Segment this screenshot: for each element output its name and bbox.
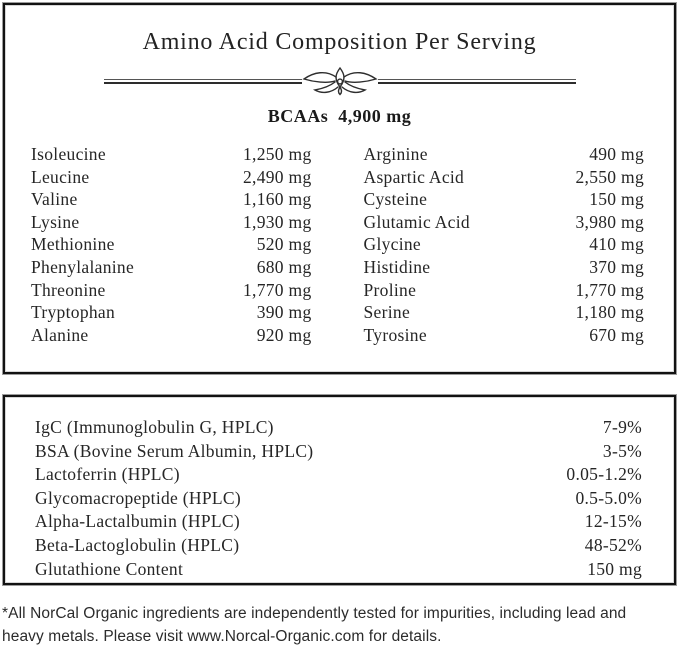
row-label: BSA (Bovine Serum Albumin, HPLC)	[35, 440, 314, 461]
row-label: Proline	[363, 279, 417, 300]
row-label: Serine	[363, 302, 411, 323]
row-label: Methionine	[31, 234, 115, 255]
row-label: Leucine	[31, 166, 90, 187]
table-row: Tryptophan 390 mg	[31, 301, 312, 324]
row-label: IgC (Immunoglobulin G, HPLC)	[35, 417, 274, 437]
row-value: 150 mg	[587, 558, 642, 579]
amino-table: Isoleucine 1,250 mg Leucine 2,490 mg Valine 1…	[31, 143, 644, 346]
table-row: Alpha-Lactalbumin (HPLC) 12-15%	[35, 510, 642, 534]
row-label: Tyrosine	[363, 324, 427, 345]
row-value: 2,550 mg	[575, 166, 644, 187]
row-value: 1,770 mg	[242, 279, 312, 300]
protein-fractions-panel: IgC (Immunoglobulin G, HPLC) 7-9% BSA (Bov…	[3, 395, 676, 585]
row-value: 1,770 mg	[575, 279, 644, 300]
table-row: Methionine 520 mg	[31, 233, 312, 256]
fractions-table: IgC (Immunoglobulin G, HPLC) 7-9% BSA (Bov…	[35, 416, 642, 581]
row-value: 390 mg	[256, 302, 312, 323]
row-value: 2,490 mg	[242, 166, 312, 187]
row-value: 1,250 mg	[242, 144, 312, 164]
row-label: Cysteine	[363, 189, 428, 210]
table-row: Leucine 2,490 mg	[31, 166, 312, 189]
row-label: Alpha-Lactalbumin (HPLC)	[35, 511, 240, 532]
row-value: 48-52%	[584, 534, 642, 555]
bcaa-total-line: BCAAs 4,900 mg	[5, 106, 674, 127]
table-row: Glutathione Content 150 mg	[35, 558, 642, 582]
fleur-ornament-icon	[301, 66, 378, 96]
bcaa-label: BCAAs	[267, 106, 329, 126]
table-row: Lysine 1,930 mg	[31, 211, 312, 234]
row-label: Aspartic Acid	[363, 166, 465, 187]
row-label: Lysine	[31, 211, 80, 232]
table-row: Isoleucine 1,250 mg	[31, 143, 312, 166]
row-value: 7-9%	[602, 417, 642, 437]
table-row: Valine 1,160 mg	[31, 188, 312, 211]
table-row: Glycomacropeptide (HPLC) 0.5-5.0%	[35, 487, 642, 511]
table-row: IgC (Immunoglobulin G, HPLC) 7-9%	[35, 416, 642, 440]
table-row: Tyrosine 670 mg	[364, 324, 645, 347]
row-label: Alanine	[31, 324, 89, 345]
row-value: 1,180 mg	[575, 302, 644, 323]
row-label: Lactoferrin (HPLC)	[35, 464, 180, 485]
row-value: 920 mg	[256, 324, 312, 345]
table-row: Beta-Lactoglobulin (HPLC) 48-52%	[35, 534, 642, 558]
row-label: Glycine	[363, 234, 421, 255]
table-row: Glycine 410 mg	[364, 233, 645, 256]
row-label: Isoleucine	[31, 144, 106, 164]
row-label: Glycomacropeptide (HPLC)	[35, 487, 241, 508]
row-value: 1,930 mg	[242, 211, 312, 232]
row-label: Glutamic Acid	[363, 211, 470, 232]
row-value: 3-5%	[602, 440, 642, 461]
row-value: 3,980 mg	[575, 211, 644, 232]
row-label: Phenylalanine	[31, 256, 135, 277]
footnote-text: *All NorCal Organic ingredients are inde…	[2, 605, 627, 645]
row-value: 370 mg	[589, 256, 644, 277]
table-row: Arginine 490 mg	[364, 143, 645, 166]
row-value: 1,160 mg	[242, 189, 312, 210]
table-row: Lactoferrin (HPLC) 0.05-1.2%	[35, 463, 642, 487]
row-label: Threonine	[31, 279, 106, 300]
table-row: Phenylalanine 680 mg	[31, 256, 312, 279]
table-row: Serine 1,180 mg	[364, 301, 645, 324]
table-row: Glutamic Acid 3,980 mg	[364, 211, 645, 234]
table-row: BSA (Bovine Serum Albumin, HPLC) 3-5%	[35, 440, 642, 464]
table-row: Alanine 920 mg	[31, 324, 312, 347]
table-row: Proline 1,770 mg	[364, 279, 645, 302]
row-label: Valine	[31, 189, 78, 210]
row-label: Arginine	[363, 144, 428, 164]
table-row: Cysteine 150 mg	[364, 188, 645, 211]
row-label: Histidine	[363, 256, 431, 277]
ornament-divider	[103, 66, 576, 96]
amino-right-column: Arginine 490 mg Aspartic Acid 2,550 mg Cyste…	[364, 143, 645, 346]
row-value: 520 mg	[256, 234, 312, 255]
row-label: Glutathione Content	[35, 558, 184, 579]
amino-composition-panel: Amino Acid Composition Per Serving BCAAs…	[3, 3, 676, 374]
divider-rule-left	[103, 78, 302, 84]
row-value: 410 mg	[589, 234, 644, 255]
table-row: Aspartic Acid 2,550 mg	[364, 166, 645, 189]
row-value: 150 mg	[589, 189, 644, 210]
row-value: 490 mg	[589, 144, 644, 164]
row-label: Beta-Lactoglobulin (HPLC)	[35, 534, 240, 555]
bcaa-value: 4,900 mg	[338, 106, 412, 126]
row-value: 670 mg	[589, 324, 644, 345]
table-row: Histidine 370 mg	[364, 256, 645, 279]
row-label: Tryptophan	[31, 302, 116, 323]
row-value: 0.5-5.0%	[575, 487, 642, 508]
amino-left-column: Isoleucine 1,250 mg Leucine 2,490 mg Valine 1…	[31, 143, 312, 346]
table-row: Threonine 1,770 mg	[31, 279, 312, 302]
row-value: 12-15%	[584, 511, 642, 532]
row-value: 0.05-1.2%	[566, 464, 642, 485]
divider-rule-right	[377, 78, 576, 84]
row-value: 680 mg	[256, 256, 312, 277]
panel-title: Amino Acid Composition Per Serving	[142, 29, 537, 55]
